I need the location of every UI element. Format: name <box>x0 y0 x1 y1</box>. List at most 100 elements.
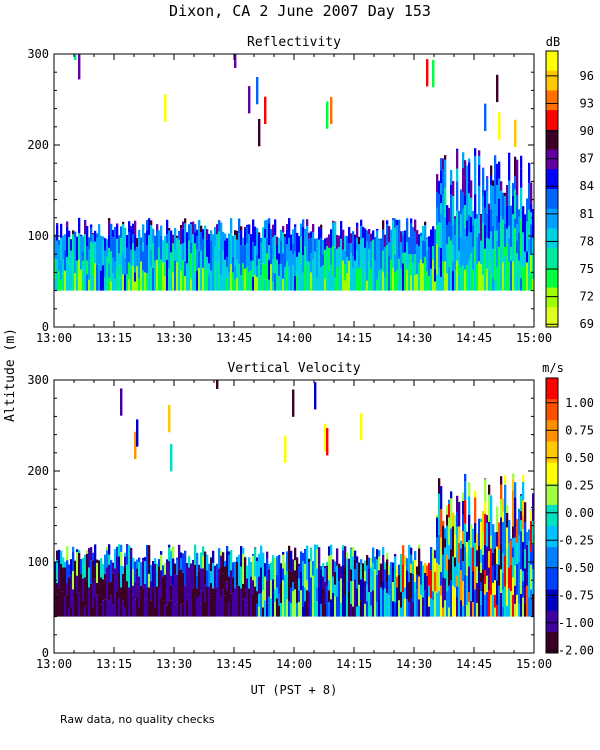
data-cell <box>72 234 75 263</box>
data-cell <box>110 582 113 596</box>
data-cell <box>452 245 455 262</box>
data-cell <box>348 226 351 244</box>
data-cell <box>208 563 211 587</box>
data-cell <box>206 229 209 240</box>
data-cell <box>488 494 491 522</box>
data-cell <box>530 510 533 522</box>
data-cell <box>480 521 483 550</box>
data-cell <box>68 607 71 617</box>
data-cell <box>332 246 335 277</box>
data-cell <box>466 604 469 617</box>
data-cell <box>508 588 511 617</box>
data-cell <box>426 271 429 291</box>
data-cell <box>402 231 405 236</box>
data-cell <box>316 248 319 277</box>
data-cell <box>392 219 395 246</box>
data-cell <box>100 270 103 291</box>
data-cell <box>226 238 229 241</box>
data-cell <box>188 567 191 596</box>
data-cell <box>238 264 241 291</box>
data-cell <box>254 547 257 549</box>
data-cell <box>474 566 477 590</box>
data-cell <box>164 604 167 617</box>
data-cell <box>360 559 363 565</box>
data-cell <box>312 575 315 600</box>
data-cell <box>518 562 521 584</box>
data-cell <box>282 568 285 581</box>
data-cell <box>104 238 107 251</box>
data-cell <box>368 592 371 617</box>
data-cell <box>180 558 183 570</box>
data-cell <box>410 254 413 276</box>
data-cell <box>106 256 109 267</box>
colorbar-swatch <box>546 441 558 464</box>
data-cell <box>286 261 289 271</box>
data-cell <box>464 523 467 547</box>
data-cell <box>508 152 511 181</box>
data-cell <box>128 278 131 291</box>
data-cell <box>164 563 167 575</box>
data-cell <box>446 225 449 245</box>
data-cell <box>166 562 169 591</box>
data-cell <box>284 435 287 463</box>
data-cell <box>108 277 111 291</box>
data-cell <box>160 551 163 555</box>
data-cell <box>256 276 259 291</box>
y-tick-label: 0 <box>42 646 49 660</box>
data-cell <box>250 270 253 291</box>
data-cell <box>350 603 353 617</box>
data-cell <box>478 588 481 617</box>
data-cell <box>442 554 445 578</box>
data-cell <box>210 582 213 596</box>
data-cell <box>410 554 413 564</box>
data-cell <box>214 565 217 589</box>
data-cell <box>414 582 417 593</box>
data-cell <box>76 260 79 280</box>
data-cell <box>512 490 515 503</box>
data-cell <box>492 277 495 291</box>
data-cell <box>134 250 137 273</box>
data-cell <box>222 573 225 590</box>
data-cell <box>354 234 357 236</box>
data-cell <box>344 280 347 291</box>
data-cell <box>438 591 441 617</box>
data-cell <box>168 251 171 269</box>
data-cell <box>136 596 139 617</box>
data-cell <box>324 238 327 250</box>
data-cell <box>356 222 359 227</box>
data-cell <box>450 266 453 277</box>
data-cell <box>526 532 529 545</box>
data-cell <box>524 221 527 252</box>
data-cell <box>190 577 193 603</box>
data-cell <box>360 564 363 580</box>
data-cell <box>466 531 469 542</box>
data-cell <box>164 574 167 605</box>
data-cell <box>448 207 451 223</box>
data-cell <box>508 542 511 568</box>
data-cell <box>514 218 517 228</box>
data-cell <box>458 210 461 229</box>
data-cell <box>516 563 519 595</box>
data-cell <box>444 159 447 173</box>
data-cell <box>140 237 143 262</box>
data-cell <box>360 267 363 291</box>
data-cell <box>494 230 497 250</box>
footnote: Raw data, no quality checks <box>60 713 215 726</box>
data-cell <box>408 582 411 603</box>
data-cell <box>70 606 73 617</box>
data-cell <box>188 224 191 241</box>
colorbar-swatch <box>546 90 558 111</box>
data-cell <box>132 223 135 235</box>
data-cell <box>142 242 145 252</box>
data-cell <box>494 155 497 170</box>
data-cell <box>350 253 353 267</box>
colorbar-label: -0.75 <box>558 588 594 602</box>
data-cell <box>264 600 267 617</box>
data-cell <box>110 241 113 252</box>
data-cell <box>86 605 89 617</box>
data-cell <box>456 210 459 236</box>
data-cell <box>118 572 121 599</box>
data-cell <box>324 565 327 569</box>
data-cell <box>96 594 99 617</box>
data-cell <box>436 592 439 617</box>
